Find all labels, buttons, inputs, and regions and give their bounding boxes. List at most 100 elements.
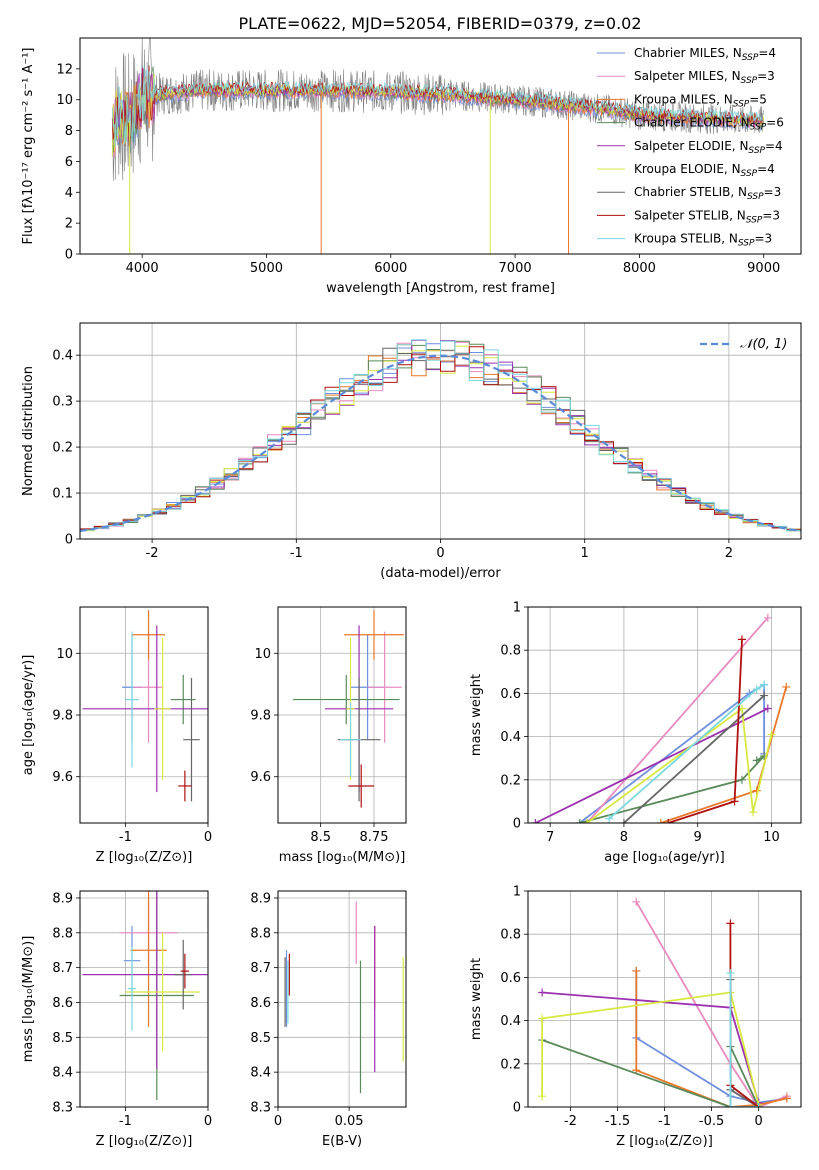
legend-n-eq: = <box>765 139 775 153</box>
x-tick-label: 10 <box>763 830 780 845</box>
legend-n-value: 5 <box>759 92 767 106</box>
legend-entry: Kroupa MILES, NSSP=5 <box>634 92 767 109</box>
y-axis-label: mass weight <box>469 674 484 756</box>
plot-frame <box>527 606 802 824</box>
x-axis-label: Z [log₁₀(Z/Z⊙)] <box>96 1134 193 1149</box>
legend-n-sub: SSP <box>746 215 763 225</box>
legend-n-value: 3 <box>772 208 780 222</box>
legend-entry: 𝒩(0, 1) <box>740 337 787 352</box>
legend-name: Kroupa STELIB <box>634 232 721 246</box>
legend-entry: Chabrier STELIB, NSSP=3 <box>634 185 781 202</box>
mass-weight-marker <box>726 919 735 928</box>
x-tick-label: 4000 <box>126 261 159 276</box>
weight-vs-age-panel: 7 8 9 10 0 0.2 0.4 0.6 0.8 1 age [log₁₀(age/yr)] ma… <box>469 601 802 865</box>
legend-sep: , <box>724 69 732 83</box>
x-tick-label: -1.5 <box>605 1114 630 1129</box>
legend-n-value: 6 <box>776 116 784 130</box>
legend-sep: , <box>724 162 732 176</box>
legend-sep: , <box>730 185 738 199</box>
y-tick-label: 9.6 <box>250 770 271 785</box>
plot-area <box>538 897 791 1107</box>
legend-n-eq: = <box>764 185 774 199</box>
legend-entry: Chabrier MILES, NSSP=4 <box>634 46 776 63</box>
x-tick-label: 8 <box>620 830 628 845</box>
x-tick-label: -1 <box>119 1114 132 1129</box>
mass-weight-marker <box>752 756 761 765</box>
plot-area <box>292 610 404 808</box>
legend-name: Salpeter MILES <box>634 69 724 83</box>
legend-n-prefix: N <box>732 162 741 176</box>
x-tick-label: 8.75 <box>360 830 389 845</box>
y-tick-label: 12 <box>56 62 73 77</box>
model-spectrum-line <box>111 65 764 147</box>
y-tick-label: 8.5 <box>52 1031 73 1046</box>
legend-n-value: 3 <box>774 185 782 199</box>
legend-entry: Salpeter MILES, NSSP=3 <box>634 69 775 86</box>
mass-weight-marker <box>763 704 772 713</box>
y-tick-label: 0.4 <box>500 1014 521 1029</box>
legend-n-prefix: N <box>741 116 750 130</box>
mass-weight-marker <box>632 897 641 906</box>
y-tick-label: 10 <box>56 93 73 108</box>
residual-histogram-step <box>80 346 801 530</box>
y-tick-label: 0.8 <box>500 644 521 659</box>
y-tick-label: 8.8 <box>250 926 271 941</box>
y-tick-label: 9.8 <box>52 709 73 724</box>
mass-weight-line <box>667 639 743 823</box>
legend-n-sub: SSP <box>748 146 765 156</box>
mass-weight-marker <box>726 1103 735 1107</box>
legend-entry: Salpeter ELODIE, NSSP=4 <box>634 139 783 156</box>
y-tick-label: 8.3 <box>250 1101 271 1116</box>
legend-sep: , <box>716 92 724 106</box>
legend-n-prefix: N <box>724 92 733 106</box>
x-tick-label: 0 <box>204 1114 212 1129</box>
mass-weight-line <box>635 970 788 1107</box>
y-axis-label: mass weight <box>469 958 484 1040</box>
y-tick-label: 8.6 <box>250 996 271 1011</box>
figure-title: PLATE=0622, MJD=52054, FIBERID=0379, z=0… <box>238 14 641 33</box>
y-tick-label: 2 <box>65 217 73 232</box>
mass-weight-marker <box>782 1094 791 1103</box>
spectrum-panel: 4000 5000 6000 7000 8000 9000 0 2 4 6 8 10 12 wavelen… <box>21 37 802 296</box>
normal-reference-curve <box>80 354 801 532</box>
x-tick-label: 0.05 <box>335 1114 364 1129</box>
x-axis-label: Z [log₁₀(Z/Z⊙)] <box>96 850 193 865</box>
mass-weight-marker <box>538 988 547 997</box>
plot-frame <box>79 606 209 824</box>
mass-weight-marker <box>760 691 769 700</box>
y-tick-label: 8.4 <box>250 1066 271 1081</box>
mass-weight-marker <box>749 808 758 817</box>
y-tick-label: 0.4 <box>52 349 73 364</box>
y-tick-label: 0.2 <box>500 773 521 788</box>
x-tick-label: 7 <box>546 830 554 845</box>
x-tick-label: -1 <box>119 830 132 845</box>
legend-name: Chabrier STELIB <box>634 185 730 199</box>
plot-area <box>80 339 801 532</box>
legend-name: Salpeter STELIB <box>634 208 729 222</box>
y-axis-label: Flux [fλ10⁻¹⁷ erg cm⁻² s⁻¹ A⁻¹] <box>21 48 36 245</box>
legend-n-sub: SSP <box>738 239 755 249</box>
plot-area <box>82 610 208 802</box>
y-tick-label: 10 <box>56 647 73 662</box>
plot-frame <box>79 890 209 1108</box>
x-tick-label: 1 <box>581 546 589 561</box>
legend-n-prefix: N <box>739 139 748 153</box>
x-axis-label: (data-model)/error <box>380 566 501 581</box>
y-tick-label: 0.4 <box>500 730 521 745</box>
plot-frame <box>79 322 802 540</box>
legend-n-value: 3 <box>767 69 775 83</box>
x-tick-label: 9000 <box>747 261 780 276</box>
mass-weight-marker <box>737 775 746 784</box>
plot-frame <box>527 890 802 1108</box>
legend-n-prefix: N <box>733 46 742 60</box>
plot-frame <box>277 890 407 1108</box>
legend-entry: Chabrier ELODIE, NSSP=6 <box>634 116 784 133</box>
legend-n-sub: SSP <box>741 76 758 86</box>
mass-weight-marker <box>737 635 746 644</box>
legend-n-value: 4 <box>775 139 783 153</box>
mass-weight-line <box>623 694 765 823</box>
y-tick-label: 0 <box>513 1101 521 1116</box>
y-tick-label: 10 <box>254 647 271 662</box>
y-tick-label: 0 <box>65 533 73 548</box>
legend-n-eq: = <box>762 208 772 222</box>
